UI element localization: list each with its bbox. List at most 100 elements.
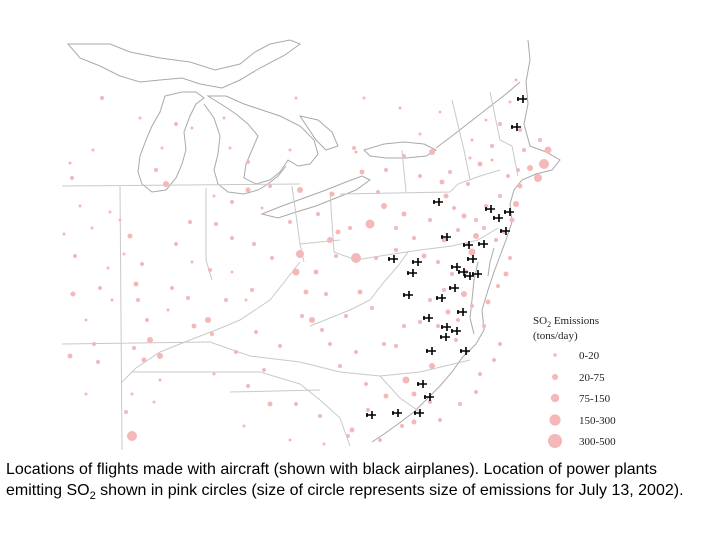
power-plant-marker [84, 318, 88, 322]
caption-part-1: Locations of flights made with aircraft … [6, 461, 657, 499]
power-plant-marker [398, 106, 402, 110]
power-plant-marker [485, 299, 491, 305]
power-plant-marker [132, 346, 136, 350]
power-plant-marker [439, 179, 445, 185]
power-plant-marker [254, 330, 258, 334]
power-plant-marker [300, 314, 304, 318]
power-plant-marker [174, 242, 178, 246]
power-plant-marker [324, 292, 328, 296]
power-plant-marker [294, 96, 298, 100]
power-plant-marker [539, 159, 549, 169]
power-plant-marker [376, 190, 380, 194]
power-plant-marker [498, 194, 502, 198]
airplane-icon [440, 333, 450, 341]
power-plant-marker [163, 181, 169, 187]
power-plant-marker [70, 291, 76, 297]
power-plant-marker [252, 242, 256, 246]
power-plant-marker [250, 288, 254, 292]
power-plant-marker [106, 266, 110, 270]
power-plant-marker [354, 350, 358, 354]
power-plant-marker [100, 96, 104, 100]
power-plant-marker [490, 158, 494, 162]
power-plant-marker [508, 256, 512, 260]
power-plant-marker [303, 289, 309, 295]
airplane-icon [457, 308, 467, 316]
power-plant-marker [145, 318, 149, 322]
airplane-icon [500, 227, 510, 235]
airplane-icon [504, 208, 514, 216]
power-plant-marker [438, 418, 442, 422]
power-plant-marker [73, 254, 77, 258]
power-plant-marker [482, 324, 486, 328]
power-plant-marker [124, 410, 128, 414]
legend-units: (tons/day) [533, 330, 578, 342]
legend-swatch-0-20 [553, 353, 557, 357]
lake-superior-shore [66, 39, 302, 89]
power-plant-marker [522, 148, 526, 152]
power-plant-marker [78, 204, 82, 208]
power-plant-marker [383, 393, 389, 399]
airplane-icon [417, 380, 427, 388]
power-plant-marker [518, 128, 522, 132]
power-plant-marker [127, 233, 133, 239]
airplane-icon [441, 323, 451, 331]
power-plant-marker [429, 149, 435, 155]
power-plant-marker [234, 350, 238, 354]
power-plant-marker [357, 289, 363, 295]
airplane-icon [403, 291, 413, 299]
airplane-icon [392, 409, 402, 417]
power-plant-marker [133, 281, 139, 287]
power-plant-marker [354, 150, 358, 154]
power-plant-marker [320, 328, 324, 332]
power-plant-marker [346, 434, 350, 438]
power-plant-marker [452, 206, 456, 210]
power-plant-marker [364, 382, 368, 386]
legend-swatch-300-500 [548, 434, 562, 448]
power-plant-marker [222, 116, 226, 120]
power-plant-marker [492, 358, 496, 362]
power-plant-marker [527, 165, 533, 171]
power-plant-marker [458, 402, 462, 406]
figure-caption: Locations of flights made with aircraft … [6, 459, 706, 507]
power-plant-marker [344, 314, 348, 318]
power-plant-marker [186, 296, 190, 300]
power-plant-marker [335, 229, 341, 235]
power-plant-marker [436, 260, 440, 264]
power-plant-marker [141, 357, 147, 363]
power-plant-marker [384, 168, 388, 172]
power-plant-marker [84, 392, 88, 396]
power-plant-marker [98, 286, 102, 290]
power-plant-marker [140, 262, 144, 266]
power-plant-marker [316, 212, 320, 216]
power-plant-marker [244, 298, 248, 302]
power-plant-marker [157, 353, 163, 359]
lake-erie-shore [260, 175, 371, 219]
power-plant-marker [442, 288, 446, 292]
power-plant-marker [418, 174, 422, 178]
power-plant-marker [348, 226, 352, 230]
power-plant-marker [224, 298, 228, 302]
power-plant-marker [509, 217, 515, 223]
legend-title-subscript: 2 [547, 320, 551, 329]
power-plant-marker [402, 324, 406, 328]
power-plant-marker [349, 427, 355, 433]
power-plant-marker [327, 237, 333, 243]
power-plant-marker [130, 392, 134, 396]
power-plant-marker [208, 268, 212, 272]
power-plant-marker [468, 156, 472, 160]
power-plant-marker [127, 431, 137, 441]
power-plant-marker [461, 291, 467, 297]
power-plant-marker [245, 187, 251, 193]
chesapeake-bay [469, 261, 479, 335]
power-plant-marker [365, 219, 375, 229]
legend-bin-2: 75-150 [579, 393, 611, 405]
power-plant-marker [378, 438, 382, 442]
delaware-bay [487, 247, 495, 277]
power-plant-marker [370, 306, 374, 310]
airplane-icon [407, 269, 417, 277]
airplane-icon [458, 268, 468, 276]
airplane-icon [449, 284, 459, 292]
power-plant-marker [228, 146, 232, 150]
power-plant-marker [474, 218, 478, 222]
power-plant-marker [394, 344, 398, 348]
